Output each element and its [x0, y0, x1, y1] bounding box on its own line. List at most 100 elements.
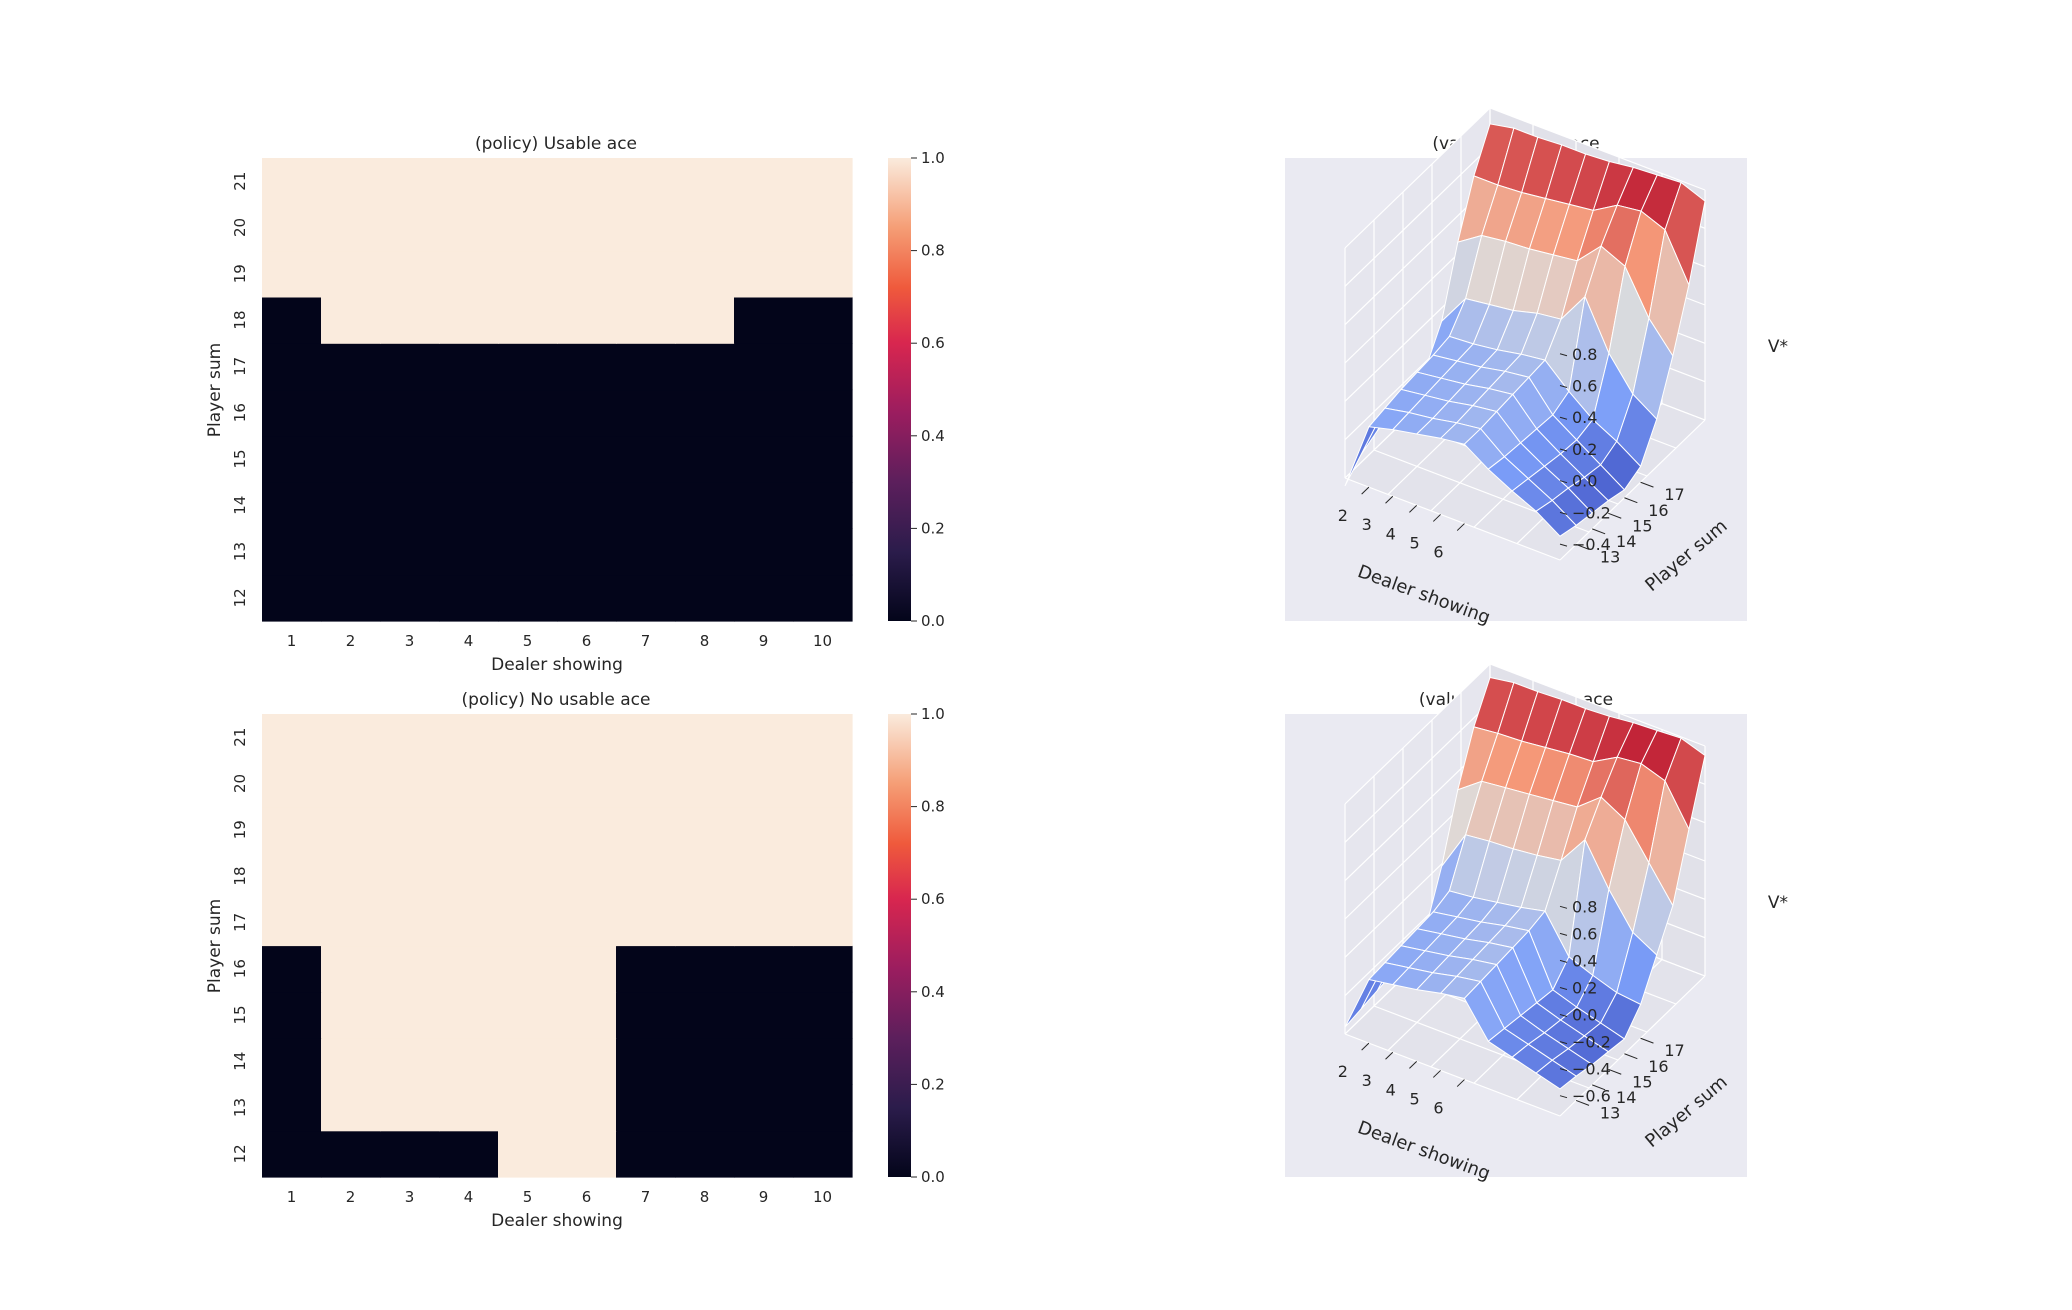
heatmap-cell	[321, 1038, 381, 1085]
heatmap-cell	[616, 204, 676, 252]
heatmap-cell	[498, 806, 558, 854]
y-tick-label: 17	[1664, 1041, 1684, 1060]
y-axis-label: Player sum	[205, 899, 225, 994]
heatmap-cells	[262, 158, 853, 622]
surface-mesh	[1344, 676, 1706, 1090]
heatmap-cell	[380, 204, 440, 252]
x-tick-label: 3	[1362, 1071, 1372, 1090]
heatmap-cell	[616, 250, 676, 298]
x-tick-labels: 1 2 3 4 5 6 7 8 9 10	[287, 632, 832, 650]
heatmap-cell	[557, 389, 617, 437]
heatmap-cell	[321, 1130, 381, 1178]
x-tick-label: 4	[464, 1188, 474, 1206]
y-tick-label: 14	[231, 496, 249, 515]
y-tick-label: 14	[1616, 1088, 1636, 1107]
heatmap-cell	[675, 852, 735, 900]
x-tick-label: 10	[813, 632, 832, 650]
heatmap-cell	[734, 899, 794, 947]
heatmap-cell	[616, 482, 676, 529]
y-tick-label: 19	[231, 820, 249, 839]
heatmap-cell	[262, 945, 322, 993]
heatmap-cell	[439, 482, 499, 529]
heatmap-cell	[675, 574, 735, 622]
z-tick-label: 0.4	[1572, 408, 1597, 427]
heatmap-cell	[262, 482, 322, 529]
heatmap-cell	[557, 1084, 617, 1132]
heatmap-cell	[557, 945, 617, 993]
heatmap-cell	[793, 1084, 853, 1132]
y-tick-label: 13	[231, 1098, 249, 1117]
heatmap-cell	[616, 1038, 676, 1085]
heatmap-cell	[498, 250, 558, 298]
heatmap-cell	[321, 945, 381, 993]
heatmap-cell	[734, 1038, 794, 1085]
heatmap-cell	[380, 158, 440, 205]
heatmap-cell	[734, 760, 794, 808]
x-tick-label: 3	[405, 632, 415, 650]
heatmap-cell	[557, 574, 617, 622]
y-tick-label: 15	[1632, 1072, 1652, 1091]
heatmap-cell	[262, 204, 322, 252]
x-tick-label: 6	[582, 1188, 592, 1206]
z-tick-label: −0.2	[1572, 503, 1611, 522]
heatmap-cell	[321, 760, 381, 808]
heatmap-cell	[734, 343, 794, 391]
heatmap-cell	[793, 991, 853, 1039]
heatmap-cell	[439, 945, 499, 993]
y-tick-label: 15	[1632, 516, 1652, 535]
x-tick-label: 4	[1386, 1080, 1396, 1099]
colorbar-tick-label: 1.0	[921, 705, 945, 723]
heatmap-cell	[498, 760, 558, 808]
heatmap-cell	[675, 343, 735, 391]
heatmap-cell	[380, 806, 440, 854]
heatmap-cell	[498, 482, 558, 529]
y-tick-label: 13	[231, 542, 249, 561]
surface-mesh	[1344, 123, 1706, 537]
heatmap-cell	[793, 806, 853, 854]
y-tick-label: 13	[1600, 1103, 1620, 1122]
heatmap-cell	[439, 250, 499, 298]
y-tick-label: 16	[1648, 1057, 1668, 1076]
colorbar-tick-label: 0.4	[921, 983, 945, 1001]
x-tick-label: 6	[582, 632, 592, 650]
heatmap-cell	[380, 574, 440, 622]
heatmap-cell	[498, 574, 558, 622]
heatmap-cell	[439, 991, 499, 1039]
x-tick-label: 2	[346, 1188, 356, 1206]
y-tick-label: 21	[231, 728, 249, 747]
values-no-usable-ace-chart: (values) No usable ace 234561314151617−0…	[1285, 663, 1788, 1185]
heatmap-cell	[262, 435, 322, 483]
colorbar-tick-label: 0.2	[921, 519, 945, 537]
heatmap-cell	[439, 574, 499, 622]
heatmap-cell	[321, 296, 381, 344]
policy-usable-ace-chart: (policy) Usable ace 1 2 3 4 5 6 7 8 9 10 12131415…	[205, 134, 945, 675]
heatmap-cell	[262, 852, 322, 900]
y-axis-label: Player sum	[205, 343, 225, 438]
heatmap-cell	[380, 343, 440, 391]
heatmap-cell	[557, 296, 617, 344]
z-tick-label: −0.4	[1572, 535, 1611, 554]
y-tick-label: 17	[231, 913, 249, 932]
x-tick-label: 7	[641, 1188, 651, 1206]
heatmap-cell	[675, 945, 735, 993]
heatmap-cell	[793, 296, 853, 344]
heatmap-cell	[557, 204, 617, 252]
heatmap-cell	[262, 1084, 322, 1132]
z-tick-label: −0.6	[1572, 1087, 1611, 1106]
heatmap-cell	[557, 1130, 617, 1178]
x-tick-labels: 1 2 3 4 5 6 7 8 9 10	[287, 1188, 832, 1206]
heatmap-cell	[793, 1038, 853, 1085]
x-tick-label: 5	[1409, 1089, 1419, 1108]
heatmap-cell	[734, 1084, 794, 1132]
z-tick-label: 0.6	[1572, 924, 1597, 943]
heatmap-cell	[675, 204, 735, 252]
heatmap-cell	[498, 296, 558, 344]
x-tick-label: 5	[1409, 533, 1419, 552]
z-tick-label: 0.0	[1572, 1006, 1597, 1025]
heatmap-cell	[380, 1130, 440, 1178]
z-tick-label: 0.8	[1572, 897, 1597, 916]
y-tick-label: 16	[1648, 501, 1668, 520]
heatmap-cell	[675, 435, 735, 483]
